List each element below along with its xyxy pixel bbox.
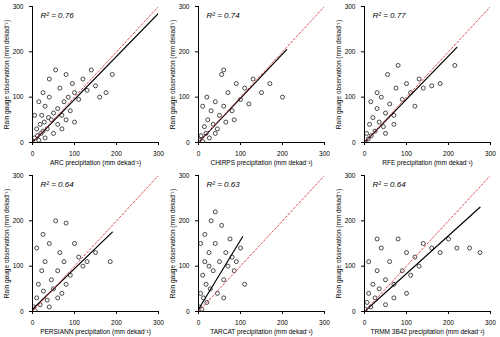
svg-text:R² = 0.64: R² = 0.64 bbox=[373, 180, 407, 189]
svg-text:100: 100 bbox=[13, 93, 24, 100]
svg-text:300: 300 bbox=[153, 150, 164, 157]
svg-text:100: 100 bbox=[235, 150, 246, 157]
svg-text:0: 0 bbox=[31, 150, 35, 157]
svg-text:300: 300 bbox=[345, 171, 356, 178]
svg-text:0: 0 bbox=[20, 139, 24, 146]
svg-text:200: 200 bbox=[111, 319, 122, 326]
svg-text:100: 100 bbox=[345, 262, 356, 269]
svg-text:Rain gauge observation (mm dek: Rain gauge observation (mm dekad⁻¹) bbox=[169, 188, 177, 297]
svg-text:100: 100 bbox=[69, 150, 80, 157]
svg-text:200: 200 bbox=[277, 150, 288, 157]
svg-text:100: 100 bbox=[235, 319, 246, 326]
svg-text:R² = 0.63: R² = 0.63 bbox=[207, 180, 241, 189]
svg-text:300: 300 bbox=[485, 319, 496, 326]
svg-text:300: 300 bbox=[13, 3, 24, 10]
svg-text:100: 100 bbox=[401, 319, 412, 326]
svg-text:100: 100 bbox=[345, 93, 356, 100]
svg-text:200: 200 bbox=[179, 48, 190, 55]
svg-text:TARCAT precipitation (mm dekad: TARCAT precipitation (mm dekad⁻¹) bbox=[210, 327, 312, 335]
svg-text:0: 0 bbox=[186, 139, 190, 146]
svg-text:100: 100 bbox=[179, 262, 190, 269]
svg-text:PERSIANN precipitation (mm dek: PERSIANN precipitation (mm dekad⁻¹) bbox=[40, 327, 151, 335]
svg-text:TRMM 3B42 precipitation (mm de: TRMM 3B42 precipitation (mm dekad⁻¹) bbox=[371, 327, 485, 335]
svg-text:CHIRPS precipitation (mm dekad: CHIRPS precipitation (mm dekad⁻¹) bbox=[210, 159, 312, 167]
svg-text:R² = 0.64: R² = 0.64 bbox=[41, 180, 75, 189]
svg-text:0: 0 bbox=[363, 150, 367, 157]
svg-text:0: 0 bbox=[31, 319, 35, 326]
svg-text:Rain gauge observation (mm dek: Rain gauge observation (mm dekad⁻¹) bbox=[169, 20, 177, 129]
svg-text:Rain gauge observation (mm dek: Rain gauge observation (mm dekad⁻¹) bbox=[335, 188, 343, 297]
svg-text:ARC precipitation (mm dekad⁻¹): ARC precipitation (mm dekad⁻¹) bbox=[50, 159, 141, 167]
svg-text:R² = 0.77: R² = 0.77 bbox=[373, 11, 407, 20]
svg-text:300: 300 bbox=[13, 171, 24, 178]
svg-text:300: 300 bbox=[319, 150, 330, 157]
svg-text:300: 300 bbox=[179, 171, 190, 178]
svg-text:100: 100 bbox=[13, 262, 24, 269]
svg-text:RFE precipitation (mm dekad⁻¹): RFE precipitation (mm dekad⁻¹) bbox=[382, 159, 473, 167]
svg-text:200: 200 bbox=[443, 150, 454, 157]
svg-text:200: 200 bbox=[277, 319, 288, 326]
svg-text:200: 200 bbox=[345, 48, 356, 55]
svg-text:100: 100 bbox=[69, 319, 80, 326]
svg-text:0: 0 bbox=[186, 307, 190, 314]
svg-text:200: 200 bbox=[111, 150, 122, 157]
svg-text:300: 300 bbox=[345, 3, 356, 10]
svg-text:300: 300 bbox=[179, 3, 190, 10]
svg-text:200: 200 bbox=[179, 216, 190, 223]
svg-text:200: 200 bbox=[13, 48, 24, 55]
svg-text:0: 0 bbox=[363, 319, 367, 326]
svg-text:300: 300 bbox=[153, 319, 164, 326]
svg-text:0: 0 bbox=[352, 139, 356, 146]
svg-text:0: 0 bbox=[197, 150, 201, 157]
svg-text:Rain gauge observation (mm dek: Rain gauge observation (mm dekad⁻¹) bbox=[3, 20, 11, 129]
svg-text:300: 300 bbox=[485, 150, 496, 157]
svg-text:Rain gauge observation (mm dek: Rain gauge observation (mm dekad⁻¹) bbox=[3, 188, 11, 297]
svg-text:100: 100 bbox=[401, 150, 412, 157]
svg-text:200: 200 bbox=[345, 216, 356, 223]
svg-text:300: 300 bbox=[319, 319, 330, 326]
svg-text:0: 0 bbox=[352, 307, 356, 314]
svg-text:R² = 0.76: R² = 0.76 bbox=[41, 11, 75, 20]
svg-text:0: 0 bbox=[20, 307, 24, 314]
svg-text:200: 200 bbox=[13, 216, 24, 223]
svg-text:200: 200 bbox=[443, 319, 454, 326]
svg-text:0: 0 bbox=[197, 319, 201, 326]
svg-text:R² = 0.74: R² = 0.74 bbox=[207, 11, 241, 20]
svg-text:100: 100 bbox=[179, 93, 190, 100]
svg-text:Rain gauge observation (mm dek: Rain gauge observation (mm dekad⁻¹) bbox=[335, 20, 343, 129]
